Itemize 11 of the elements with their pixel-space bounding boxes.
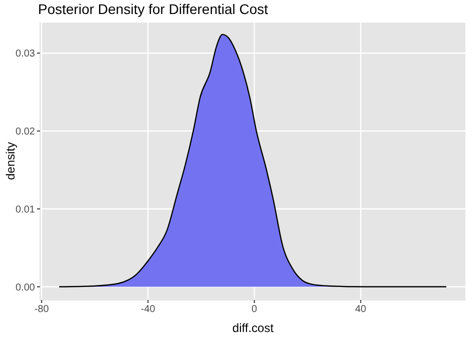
chart-title: Posterior Density for Differential Cost (38, 1, 268, 17)
x-tick-label: -40 (140, 304, 156, 316)
x-axis-title: diff.cost (232, 321, 274, 335)
y-tick-label: 0.01 (16, 204, 36, 216)
x-tick-label: -80 (34, 304, 50, 316)
y-tick-label: 0.02 (16, 126, 36, 138)
x-tick-label: 0 (252, 304, 258, 316)
y-tick-label: 0.03 (16, 48, 36, 60)
x-tick-label: 40 (355, 304, 367, 316)
y-axis-title: density (3, 142, 18, 180)
y-tick-label: 0.00 (16, 282, 36, 294)
